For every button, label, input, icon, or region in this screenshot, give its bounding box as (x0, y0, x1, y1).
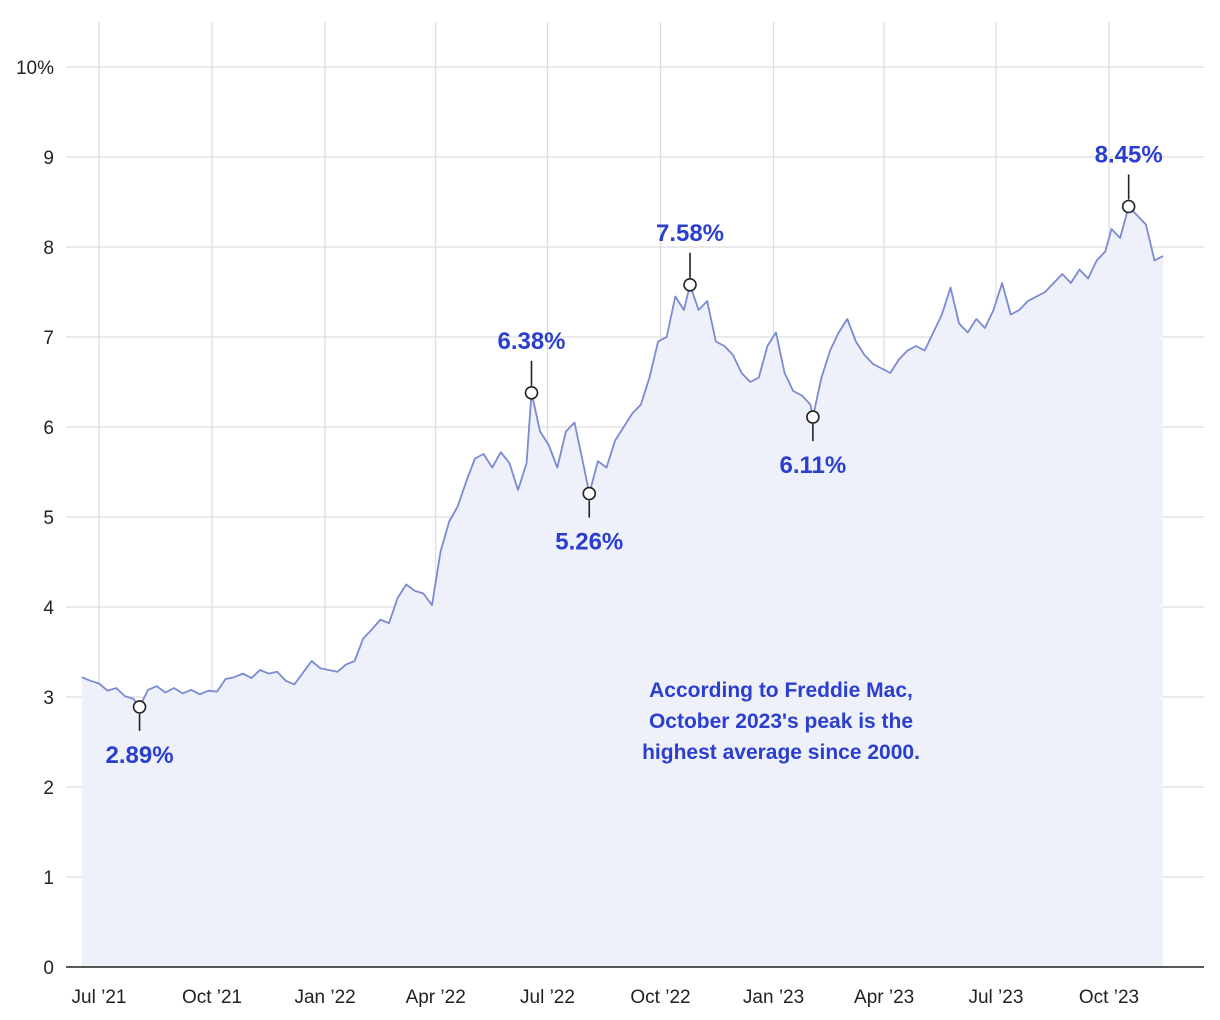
x-tick-label: Apr ’23 (854, 987, 914, 1008)
chart-note-line: According to Freddie Mac, (649, 679, 913, 702)
annotation-marker (524, 385, 539, 400)
y-tick-label: 2 (43, 778, 54, 799)
annotation-marker (132, 700, 147, 714)
annotation-label: 6.11% (780, 452, 847, 479)
y-tick-label: 7 (43, 328, 54, 349)
annotation-label: 7.58% (656, 220, 724, 247)
annotation-label: 6.38% (497, 328, 565, 355)
annotation-label: 5.26% (555, 529, 623, 556)
x-tick-label: Jan ’22 (294, 987, 355, 1008)
annotation-marker (582, 486, 597, 501)
annotation-marker (806, 410, 820, 424)
series-line (81, 205, 1164, 708)
x-tick-label: Jul ’23 (968, 987, 1023, 1008)
annotation-label: 8.45% (1095, 142, 1163, 169)
annotation-layer: 2.89% 6.38% 5.26% 7.58% 6.11% 8.45% (106, 142, 1163, 769)
x-tick-label: Oct ’23 (1079, 987, 1139, 1008)
x-tick-label: Oct ’22 (630, 987, 690, 1008)
y-tick-label: 3 (43, 688, 54, 709)
chart-note: According to Freddie Mac, October 2023's … (642, 679, 920, 764)
y-tick-label: 4 (43, 598, 54, 619)
chart-note-line: October 2023's peak is the (649, 710, 913, 733)
area-layer (81, 205, 1164, 967)
y-tick-label: 10% (16, 58, 54, 79)
y-tick-label: 8 (43, 238, 54, 259)
y-tick-label: 5 (43, 508, 54, 529)
y-tick-label: 0 (43, 958, 54, 979)
series-area-fill (81, 206, 1164, 967)
y-tick-label: 1 (43, 868, 54, 889)
annotation-label: 2.89% (106, 742, 174, 769)
x-tick-label: Jan ’23 (743, 987, 804, 1008)
axis-layer: 0 1 2 3 4 5 6 7 8 9 10% Jul ’21 Oct ’21 Jan ’22 Apr ’2… (16, 58, 1204, 1008)
x-tick-label: Oct ’21 (182, 987, 242, 1008)
y-tick-label: 9 (43, 148, 54, 169)
chart-note-line: highest average since 2000. (642, 741, 920, 764)
y-tick-label: 6 (43, 418, 54, 439)
x-tick-label: Jul ’22 (520, 987, 575, 1008)
annotation-marker (683, 277, 697, 292)
x-tick-label: Apr ’22 (406, 987, 466, 1008)
x-tick-label: Jul ’21 (72, 987, 127, 1008)
annotation-marker (1121, 199, 1136, 214)
